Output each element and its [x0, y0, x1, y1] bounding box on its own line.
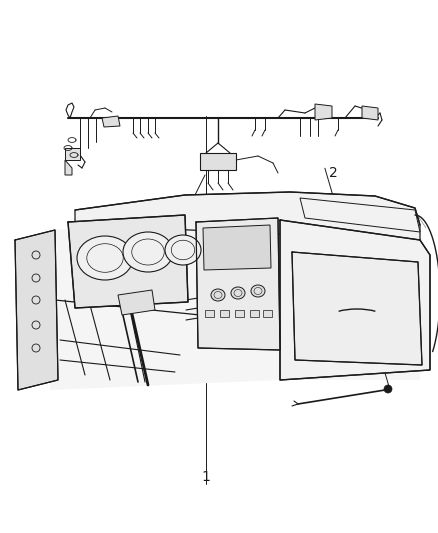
- Circle shape: [384, 385, 392, 393]
- Polygon shape: [196, 218, 280, 350]
- Bar: [263, 310, 272, 317]
- Bar: [205, 310, 214, 317]
- Bar: [235, 310, 244, 317]
- Circle shape: [32, 321, 40, 329]
- Polygon shape: [75, 192, 420, 240]
- Text: 2: 2: [328, 166, 337, 180]
- Polygon shape: [68, 215, 188, 308]
- Ellipse shape: [123, 232, 173, 272]
- Polygon shape: [292, 252, 422, 365]
- Circle shape: [32, 251, 40, 259]
- Polygon shape: [65, 160, 72, 175]
- Polygon shape: [102, 116, 120, 127]
- Ellipse shape: [231, 287, 245, 299]
- Polygon shape: [65, 148, 80, 160]
- Bar: [250, 310, 259, 317]
- Text: 1: 1: [201, 470, 210, 484]
- Polygon shape: [280, 220, 430, 380]
- Polygon shape: [203, 225, 271, 270]
- Polygon shape: [15, 230, 58, 390]
- Circle shape: [32, 274, 40, 282]
- Polygon shape: [300, 198, 420, 232]
- Circle shape: [32, 296, 40, 304]
- Ellipse shape: [251, 285, 265, 297]
- Circle shape: [32, 344, 40, 352]
- Polygon shape: [118, 290, 155, 315]
- Ellipse shape: [211, 289, 225, 301]
- Polygon shape: [315, 104, 332, 120]
- Polygon shape: [362, 106, 378, 120]
- Polygon shape: [200, 153, 236, 170]
- Bar: [220, 310, 229, 317]
- Polygon shape: [50, 220, 420, 390]
- Ellipse shape: [165, 235, 201, 265]
- Ellipse shape: [77, 236, 133, 280]
